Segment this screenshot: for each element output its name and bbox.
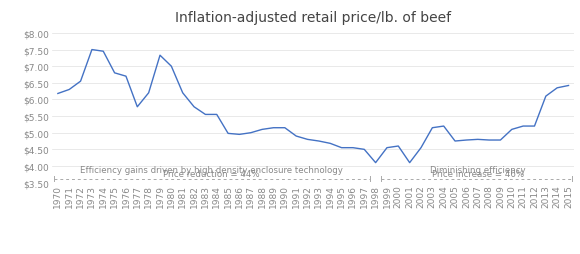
- Text: Price reduction = 44%: Price reduction = 44%: [163, 169, 259, 178]
- Text: Diminishing efficiency: Diminishing efficiency: [430, 166, 525, 174]
- Title: Inflation-adjusted retail price/lb. of beef: Inflation-adjusted retail price/lb. of b…: [175, 11, 451, 25]
- Text: Price increase = 46%: Price increase = 46%: [432, 169, 524, 178]
- Text: Efficiency gains driven by high density enclosure technology: Efficiency gains driven by high density …: [79, 166, 343, 174]
